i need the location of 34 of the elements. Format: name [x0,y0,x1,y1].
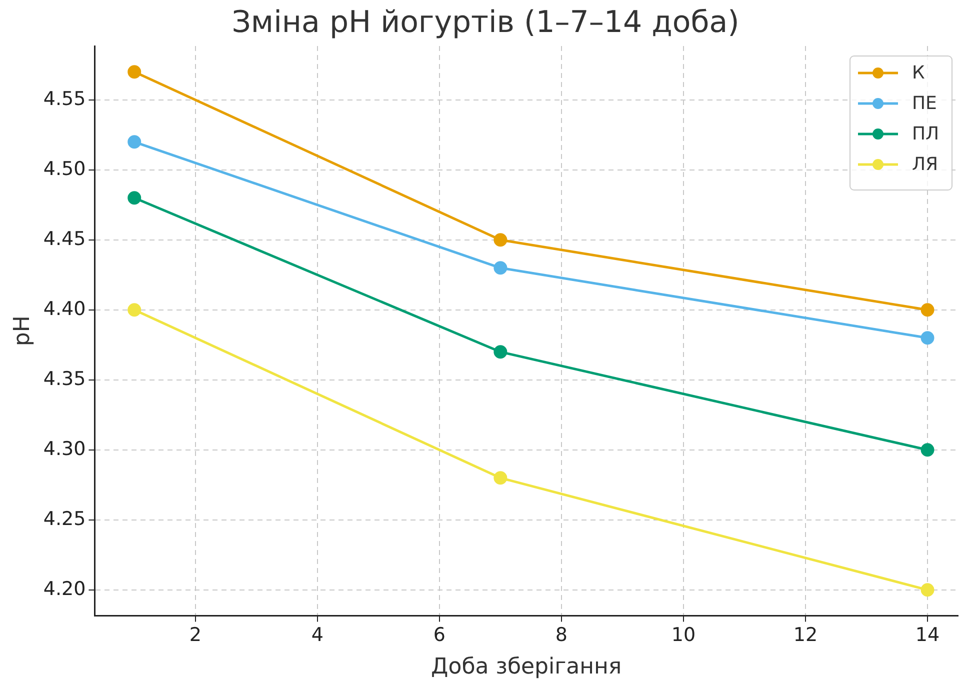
legend-label: ЛЯ [912,154,938,176]
x-tick-label: 8 [555,624,568,646]
point [920,583,934,597]
legend-label: ПЛ [912,124,940,145]
point [128,135,142,149]
point [128,65,142,79]
legend-label: ПЕ [912,93,937,114]
point [128,191,142,205]
x-tick-label: 6 [433,624,446,646]
point [920,443,934,457]
y-tick-label: 4.25 [43,508,86,530]
point [494,261,508,275]
x-tick-label: 10 [671,624,696,646]
chart-title: Зміна pH йогуртів (1–7–14 доба) [232,4,740,40]
x-tick-label: 4 [311,624,324,646]
x-tick-label: 12 [793,624,818,646]
y-tick-label: 4.40 [43,298,86,320]
y-tick-label: 4.55 [43,88,86,110]
point [494,471,508,485]
point [920,303,934,317]
y-tick-label: 4.30 [43,438,86,460]
point [494,233,508,247]
x-tick-label: 2 [189,624,202,646]
y-tick-label: 4.20 [43,578,86,600]
y-axis-title: pH [10,316,35,346]
point [920,331,934,345]
y-tick-label: 4.35 [43,368,86,390]
x-tick-label: 14 [915,624,940,646]
y-tick-label: 4.45 [43,228,86,250]
x-axis-title: Доба зберігання [431,654,622,680]
point [494,345,508,359]
y-tick-label: 4.50 [43,158,86,180]
legend-label: К [912,62,925,84]
point [128,303,142,317]
